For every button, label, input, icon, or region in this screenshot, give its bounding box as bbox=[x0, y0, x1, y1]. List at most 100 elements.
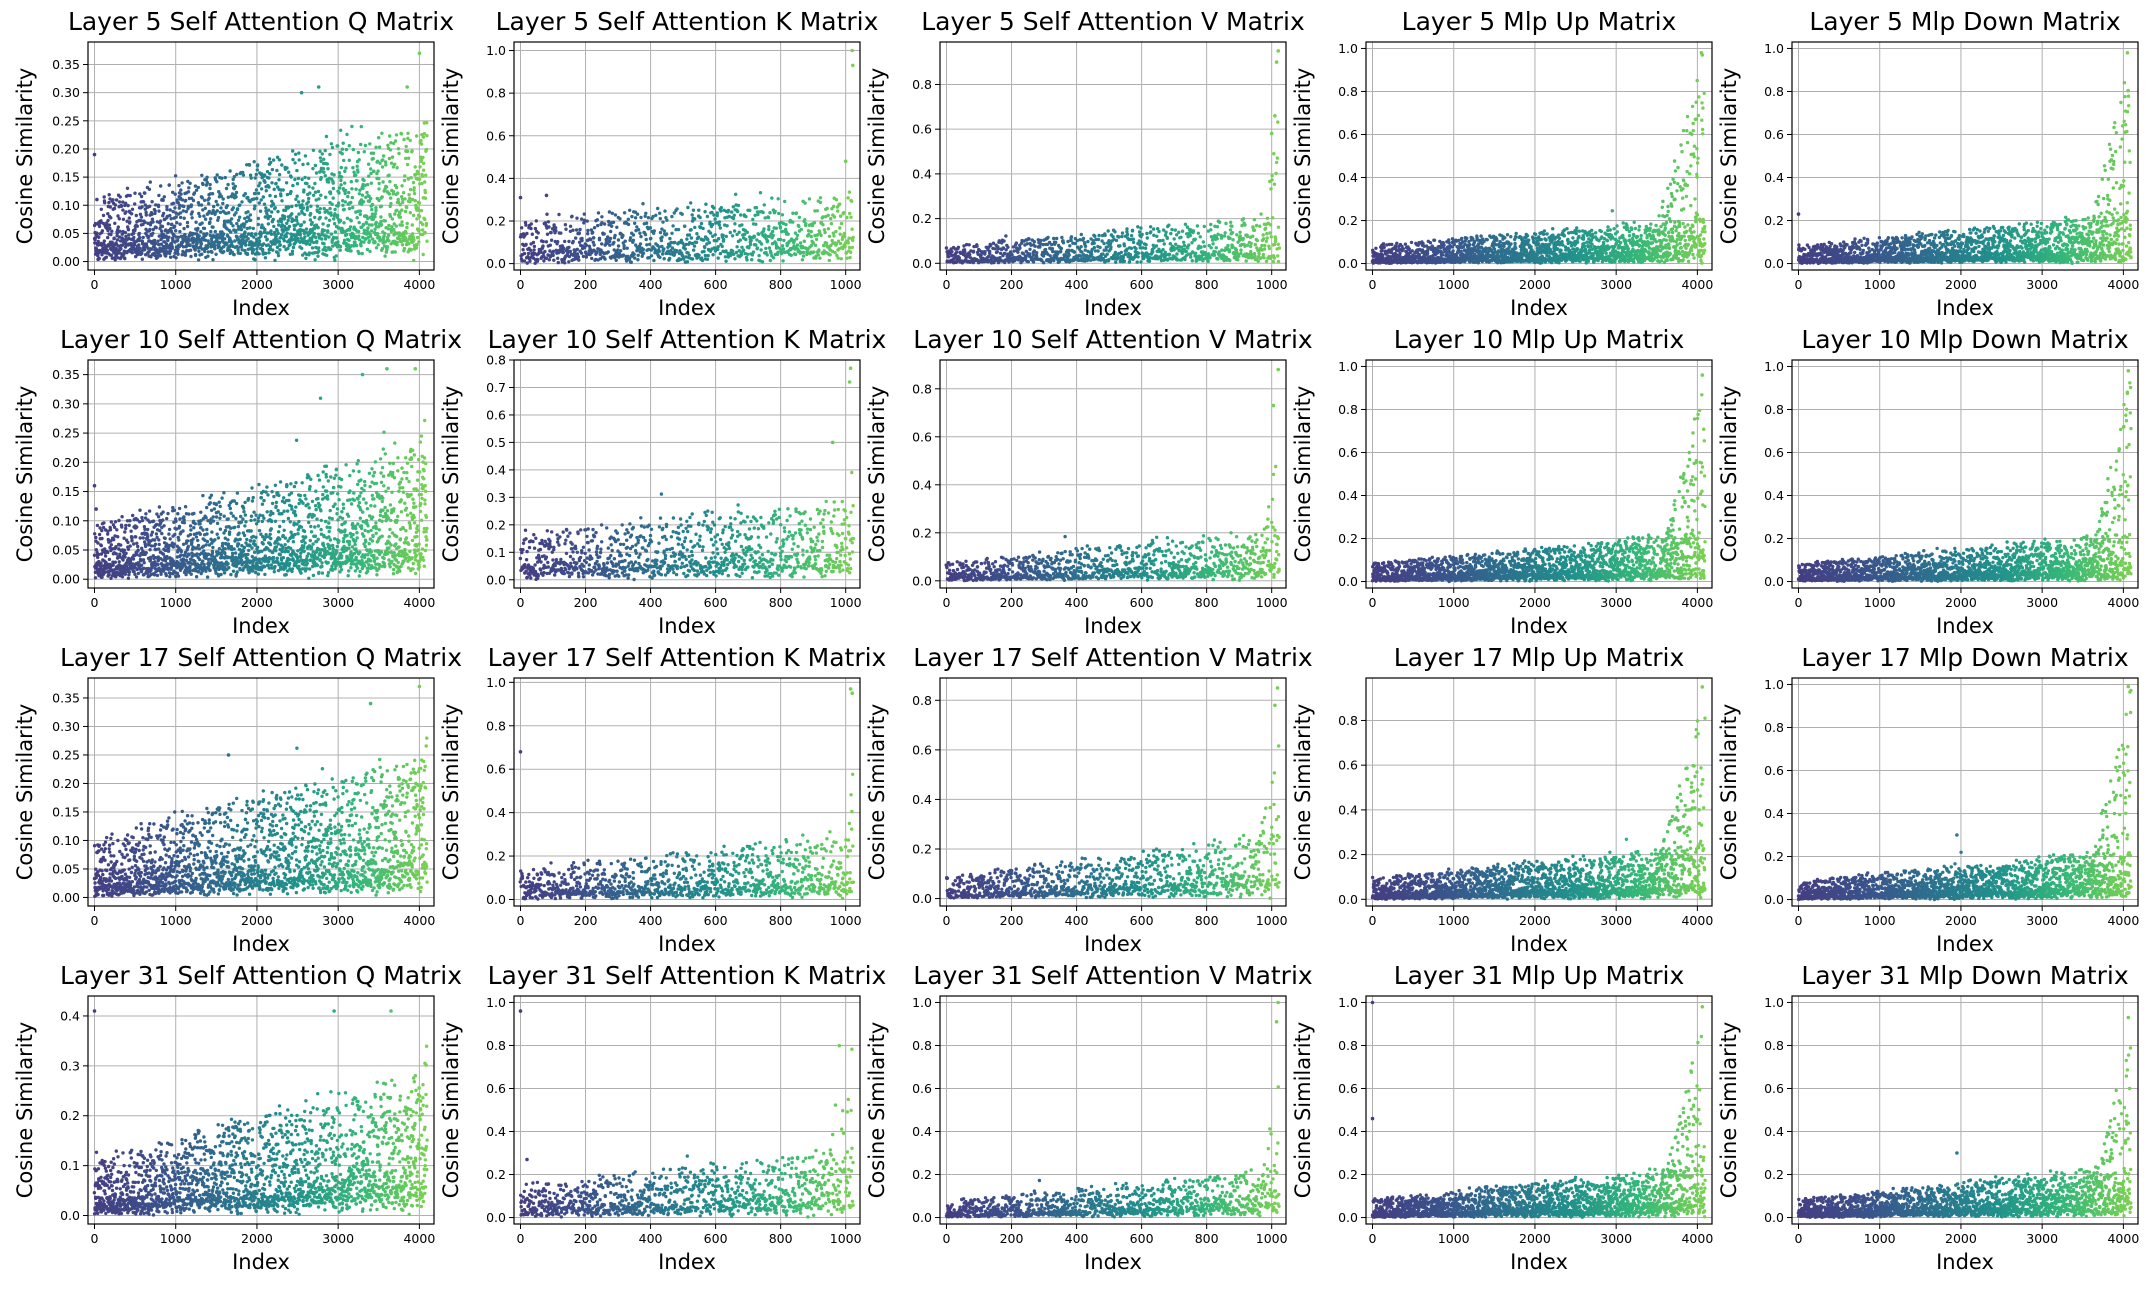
scatter-point bbox=[727, 209, 730, 212]
scatter-point bbox=[347, 191, 350, 194]
scatter-point bbox=[708, 221, 711, 224]
scatter-point bbox=[725, 224, 728, 227]
scatter-point bbox=[267, 251, 270, 254]
scatter-point bbox=[291, 250, 294, 253]
scatter-point bbox=[845, 216, 848, 219]
scatter-point bbox=[194, 221, 197, 224]
scatter-point bbox=[543, 250, 546, 253]
scatter-point bbox=[263, 181, 266, 184]
scatter-point bbox=[393, 163, 396, 166]
scatter-point bbox=[278, 173, 281, 176]
scatter-point bbox=[250, 232, 253, 235]
scatter-point bbox=[208, 183, 211, 186]
scatter-point bbox=[418, 201, 421, 204]
scatter-point bbox=[205, 176, 208, 179]
chart-title: Layer 5 Self Attention K Matrix bbox=[496, 7, 879, 36]
scatter-point bbox=[627, 218, 630, 221]
scatter-point bbox=[417, 240, 420, 243]
scatter-point bbox=[263, 173, 266, 176]
scatter-point bbox=[821, 223, 824, 226]
scatter-point bbox=[733, 222, 736, 225]
scatter-point bbox=[413, 186, 416, 189]
scatter-point bbox=[843, 232, 846, 235]
scatter-point bbox=[278, 158, 281, 161]
scatter-point bbox=[274, 195, 277, 198]
scatter-point bbox=[207, 202, 210, 205]
scatter-point bbox=[314, 164, 317, 167]
scatter-point bbox=[328, 219, 331, 222]
scatter-point bbox=[1262, 233, 1265, 236]
scatter-point bbox=[1174, 243, 1177, 246]
scatter-point bbox=[670, 215, 673, 218]
scatter-point bbox=[401, 224, 404, 227]
scatter-point bbox=[1228, 237, 1231, 240]
scatter-point bbox=[318, 150, 321, 153]
y-tick-label: 0.15 bbox=[52, 170, 80, 185]
y-axis-label: Cosine Similarity bbox=[13, 68, 37, 244]
scatter-point bbox=[369, 167, 372, 170]
scatter-point bbox=[749, 239, 752, 242]
scatter-point bbox=[751, 218, 754, 221]
scatter-point bbox=[384, 163, 387, 166]
scatter-point bbox=[409, 188, 412, 191]
scatter-point bbox=[411, 232, 414, 235]
scatter-point bbox=[395, 133, 398, 136]
scatter-point bbox=[319, 156, 322, 159]
scatter-point bbox=[260, 187, 263, 190]
scatter-point bbox=[639, 235, 642, 238]
scatter-point bbox=[391, 217, 394, 220]
scatter-point bbox=[1012, 249, 1015, 252]
scatter-point bbox=[418, 215, 421, 218]
scatter-point bbox=[126, 204, 129, 207]
scatter-point bbox=[782, 247, 785, 250]
scatter-point bbox=[586, 229, 589, 232]
scatter-point bbox=[1189, 234, 1192, 237]
scatter-point bbox=[690, 236, 693, 239]
scatter-point bbox=[159, 184, 162, 187]
scatter-point bbox=[794, 253, 797, 256]
scatter-point bbox=[336, 144, 339, 147]
scatter-point bbox=[576, 248, 579, 251]
scatter-point bbox=[217, 216, 220, 219]
scatter-point bbox=[564, 228, 567, 231]
scatter-point bbox=[269, 161, 272, 164]
scatter-point bbox=[1238, 231, 1241, 234]
scatter-point bbox=[247, 237, 250, 240]
scatter-point bbox=[350, 180, 353, 183]
scatter-point bbox=[1046, 236, 1049, 239]
scatter-point bbox=[1226, 244, 1229, 247]
scatter-point bbox=[1213, 254, 1216, 257]
scatter-point bbox=[958, 256, 961, 259]
scatter-point bbox=[691, 242, 694, 245]
scatter-point bbox=[205, 232, 208, 235]
scatter-point bbox=[249, 219, 252, 222]
scatter-point bbox=[784, 223, 787, 226]
scatter-point bbox=[722, 234, 725, 237]
scatter-point bbox=[357, 151, 360, 154]
scatter-point bbox=[292, 246, 295, 249]
scatter-point bbox=[1245, 259, 1248, 262]
scatter-point bbox=[362, 223, 365, 226]
scatter-point bbox=[340, 166, 343, 169]
scatter-point bbox=[293, 161, 296, 164]
scatter-point bbox=[337, 191, 340, 194]
scatter-point bbox=[740, 223, 743, 226]
scatter-point bbox=[1278, 246, 1281, 249]
scatter-point bbox=[1134, 247, 1137, 250]
scatter-point bbox=[255, 188, 258, 191]
scatter-point bbox=[290, 175, 293, 178]
scatter-point bbox=[1042, 261, 1045, 264]
scatter-point bbox=[750, 258, 753, 261]
scatter-point bbox=[295, 219, 298, 222]
scatter-point bbox=[1404, 243, 1407, 246]
scatter-point bbox=[1132, 241, 1135, 244]
scatter-point bbox=[141, 258, 144, 261]
scatter-point bbox=[1192, 229, 1195, 232]
scatter-point bbox=[312, 149, 315, 152]
scatter-point bbox=[580, 217, 583, 220]
scatter-point bbox=[847, 241, 850, 244]
scatter-point bbox=[203, 227, 206, 230]
scatter-point bbox=[1249, 245, 1252, 248]
scatter-point bbox=[294, 153, 297, 156]
scatter-point bbox=[207, 250, 210, 253]
